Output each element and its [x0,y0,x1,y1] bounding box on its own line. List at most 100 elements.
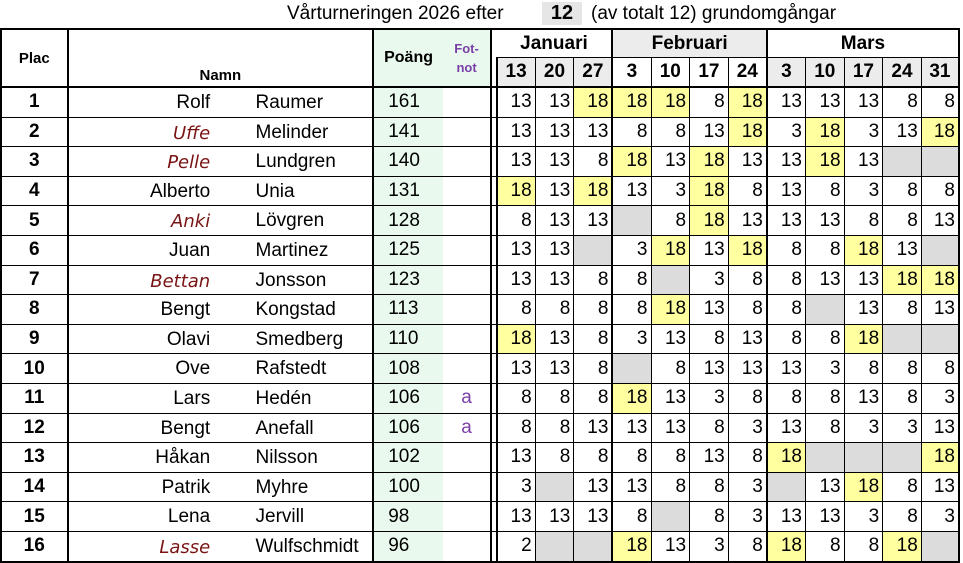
score-cell: 8 [689,87,729,118]
score-cell: 8 [534,294,574,325]
first-name: Håkan [155,447,211,469]
score-cell: 8 [804,324,845,355]
title-suffix: (av totalt 12) grundomgångar [591,3,837,24]
score-cell [804,294,845,325]
score-cell: 8 [882,353,922,384]
first-name: Lasse [159,536,211,558]
score-cell: 13 [804,472,845,503]
score-cell: 13 [495,87,536,118]
score-cell: 13 [843,146,883,177]
spacer-cell [491,501,497,532]
score-cell: 13 [611,472,651,503]
table-row: 7 Bettan Jonsson 123 13 13 8 8 3 8 8 13 13 18 18 [0,265,960,296]
score-cell: 13 [495,146,536,177]
table-row: 2 Uffe Melinder 141 13 13 13 8 8 13 18 3 18 3 13 18 [0,117,960,148]
score-cell: 13 [534,87,574,118]
placement-cell: 10 [0,353,69,384]
spacer-cell [491,87,497,118]
score-cell: 18 [611,146,651,177]
score-cell: 13 [727,205,767,236]
points-cell: 110 [372,324,443,355]
score-cell: 18 [843,235,883,266]
score-cell: 8 [920,176,960,207]
score-cell: 8 [765,235,806,266]
placement-cell: 7 [0,265,69,296]
score-cell: 18 [920,117,960,148]
player-name-cell: Lena Jervill [67,501,374,532]
points-cell: 96 [372,531,443,563]
table-row: 13 Håkan Nilsson 102 13 8 8 8 8 13 8 18 18 [0,442,960,473]
player-name-cell: Ove Rafstedt [67,353,374,384]
score-cell: 13 [534,235,574,266]
score-cell: 8 [882,383,922,414]
score-cell: 13 [804,87,845,118]
score-cell: 3 [727,472,767,503]
placement-cell: 1 [0,87,69,118]
score-cell: 2 [495,531,536,563]
score-cell: 13 [650,146,690,177]
score-cell: 13 [650,531,690,563]
placement-cell: 14 [0,472,69,503]
score-cell: 3 [495,472,536,503]
points-cell: 98 [372,501,443,532]
placement-cell: 13 [0,442,69,473]
score-cell: 8 [843,531,883,563]
footnote-cell: a [442,383,493,414]
table-row: 10 Ove Rafstedt 108 13 13 8 8 13 13 13 3 8 8 8 [0,353,960,384]
spacer-cell [491,413,497,444]
score-cell [920,235,960,266]
score-cell [573,235,613,266]
score-cell: 8 [882,205,922,236]
score-cell: 13 [689,117,729,148]
player-name-cell: Lasse Wulfschmidt [67,531,374,563]
last-name: Kongstad [255,299,336,321]
score-cell: 18 [495,324,536,355]
score-cell: 8 [882,294,922,325]
player-name-cell: Patrik Myhre [67,472,374,503]
first-name: Anki [171,211,211,233]
score-cell [534,472,574,503]
score-cell: 18 [727,117,767,148]
score-cell: 8 [495,383,536,414]
last-name: Lundgren [255,151,336,173]
last-name: Raumer [255,92,324,113]
score-cell: 13 [727,146,767,177]
score-cell: 18 [843,472,883,503]
score-cell [882,442,922,473]
points-cell: 123 [372,265,443,296]
score-cell: 8 [534,383,574,414]
first-name: Alberto [150,180,211,202]
score-cell: 8 [573,353,613,384]
score-cell: 8 [611,117,651,148]
last-name: Rafstedt [255,358,327,380]
score-cell: 8 [495,413,536,444]
score-cell: 13 [804,501,845,532]
score-cell: 18 [765,531,806,563]
points-cell: 106 [372,383,443,414]
footnote-cell [442,205,493,236]
date-header-feb-17: 17 [689,57,729,88]
score-cell: 18 [920,265,960,296]
score-cell: 13 [689,442,729,473]
player-name-cell: Uffe Melinder [67,117,374,148]
score-cell: 13 [650,413,690,444]
first-name: Bettan [150,270,211,292]
score-cell: 13 [495,235,536,266]
score-cell: 13 [573,501,613,532]
score-cell: 3 [689,383,729,414]
score-cell: 8 [920,353,960,384]
last-name: Martinez [255,239,329,261]
score-cell: 13 [534,353,574,384]
table-row: 1 Rolf Raumer 161 13 13 18 18 18 8 18 13 13 13 8 8 [0,87,960,118]
table-row: 8 Bengt Kongstad 113 8 8 8 8 18 13 8 8 13 8 13 [0,294,960,325]
score-cell: 8 [765,294,806,325]
player-name-cell: Bengt Anefall [67,413,374,444]
score-cell: 13 [495,442,536,473]
score-cell: 18 [689,176,729,207]
score-cell: 13 [573,117,613,148]
score-cell: 8 [495,205,536,236]
score-cell: 18 [611,383,651,414]
score-cell: 8 [573,324,613,355]
spacer-cell [491,205,497,236]
score-cell [920,531,960,563]
